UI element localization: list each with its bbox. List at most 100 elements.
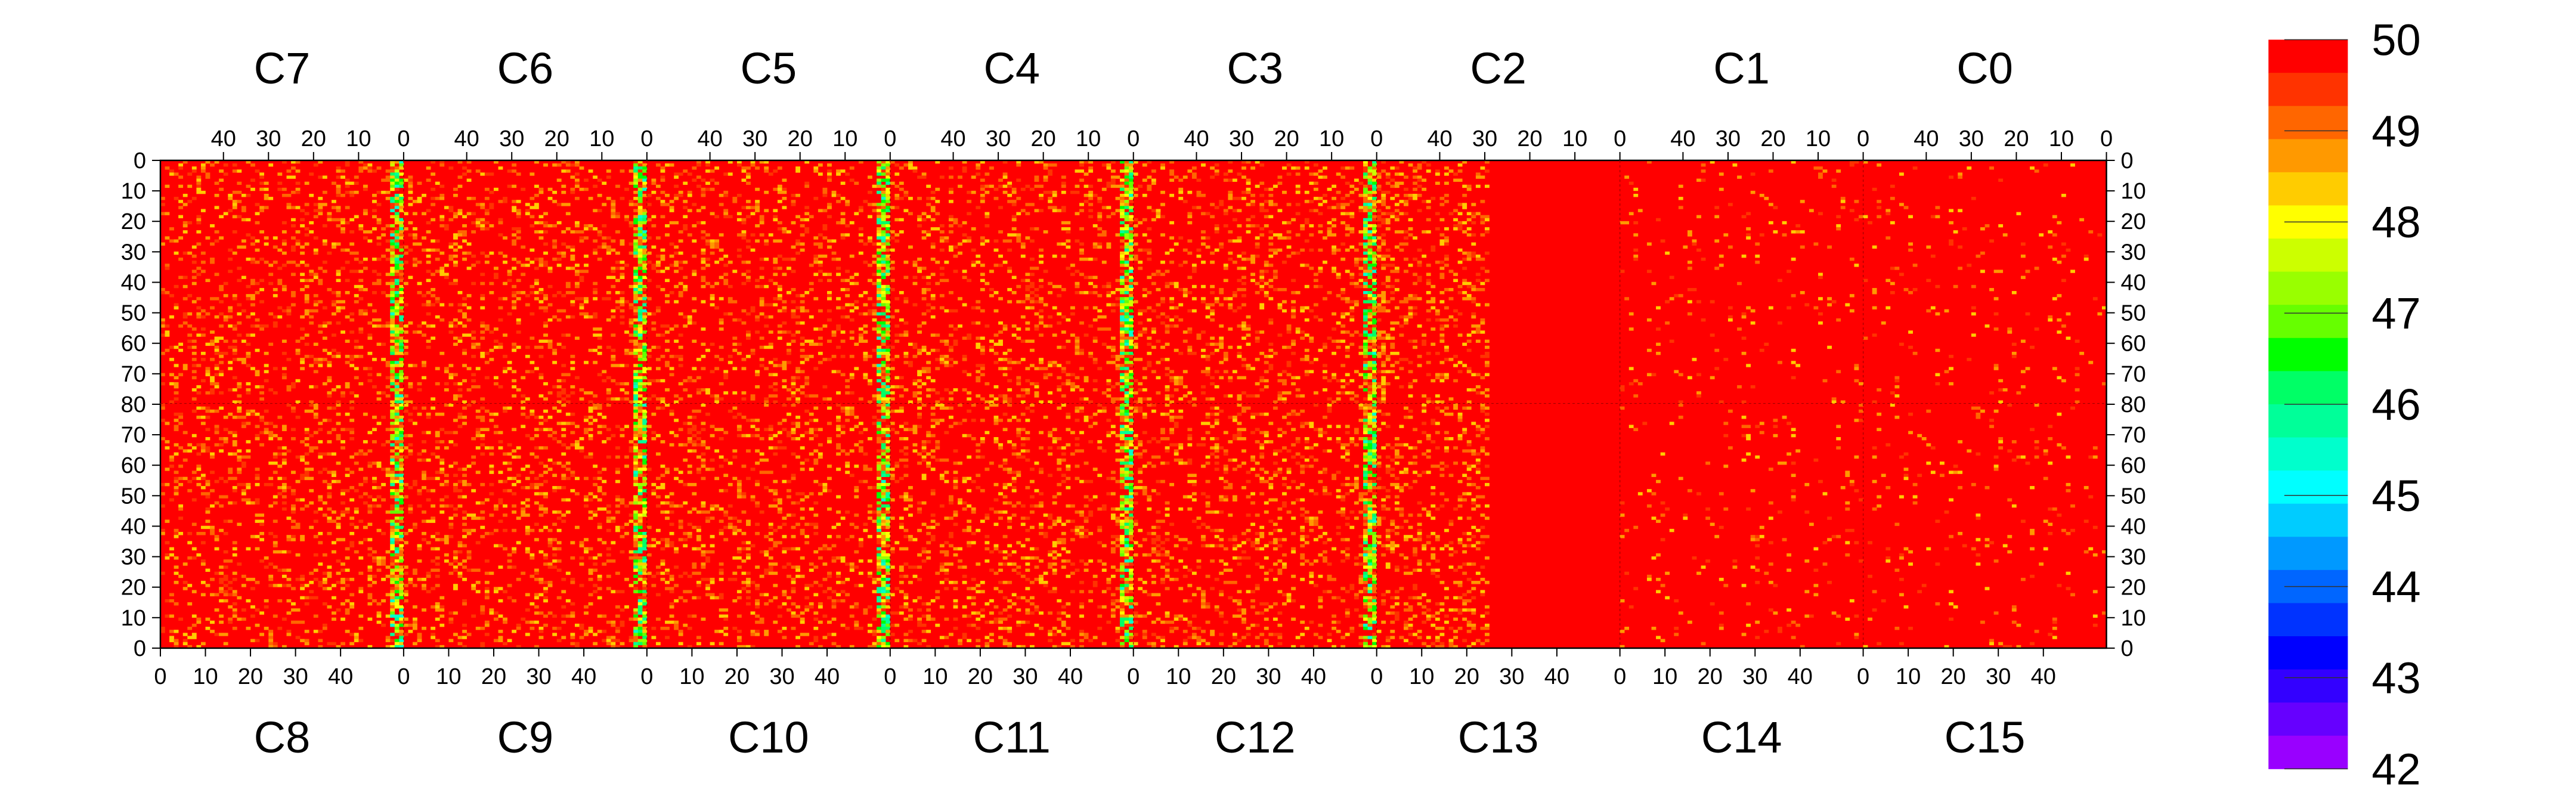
heatmap-cell bbox=[976, 172, 981, 176]
heatmap-cell bbox=[561, 230, 566, 234]
heatmap-cell bbox=[318, 197, 323, 200]
heatmap-cell bbox=[390, 309, 395, 312]
heatmap-cell bbox=[547, 391, 553, 395]
heatmap-cell bbox=[633, 218, 639, 222]
heatmap-cell bbox=[980, 309, 985, 312]
heatmap-cell bbox=[646, 203, 652, 206]
heatmap-cell bbox=[1052, 163, 1057, 167]
heatmap-cell bbox=[484, 327, 490, 331]
heatmap-cell bbox=[741, 391, 747, 395]
heatmap-cell bbox=[791, 221, 796, 225]
heatmap-cell bbox=[822, 209, 828, 212]
heatmap-cell bbox=[547, 303, 553, 306]
heatmap-cell bbox=[1129, 267, 1134, 270]
heatmap-cell bbox=[570, 190, 575, 194]
heatmap-cell bbox=[422, 376, 426, 380]
heatmap-cell bbox=[606, 397, 611, 401]
heatmap-cell bbox=[1408, 194, 1413, 197]
heatmap-cell bbox=[1241, 160, 1246, 164]
heatmap-cell bbox=[845, 287, 850, 292]
heatmap-cell bbox=[1156, 212, 1161, 215]
heatmap-cell bbox=[980, 160, 985, 164]
heatmap-cell bbox=[1264, 215, 1269, 219]
heatmap-cell bbox=[1219, 291, 1224, 295]
heatmap-cell bbox=[1124, 200, 1129, 203]
heatmap-cell bbox=[1309, 248, 1314, 252]
heatmap-cell bbox=[976, 206, 981, 209]
heatmap-cell bbox=[831, 251, 837, 255]
heatmap-cell bbox=[1178, 178, 1184, 182]
heatmap-cell bbox=[376, 236, 382, 240]
heatmap-cell bbox=[1039, 248, 1044, 252]
heatmap-cell bbox=[665, 278, 670, 283]
heatmap-cell bbox=[1106, 206, 1111, 209]
heatmap-cell bbox=[939, 355, 945, 358]
heatmap-cell bbox=[1079, 248, 1084, 252]
heatmap-cell bbox=[1363, 190, 1368, 194]
heatmap-cell bbox=[1282, 397, 1287, 401]
heatmap-cell bbox=[611, 355, 616, 358]
heatmap-cell bbox=[1376, 245, 1382, 249]
heatmap-cell bbox=[399, 397, 404, 401]
heatmap-cell bbox=[1295, 291, 1301, 295]
heatmap-cell bbox=[1327, 379, 1332, 383]
heatmap-cell bbox=[552, 239, 558, 243]
heatmap-cell bbox=[1016, 163, 1021, 167]
heatmap-cell bbox=[615, 291, 620, 295]
heatmap-cell bbox=[1246, 218, 1251, 222]
heatmap-cell bbox=[363, 258, 368, 261]
heatmap-cell bbox=[521, 187, 526, 191]
heatmap-cell bbox=[498, 345, 503, 349]
heatmap-cell bbox=[868, 400, 872, 404]
heatmap-cell bbox=[507, 312, 512, 316]
heatmap-cell bbox=[1241, 281, 1246, 286]
heatmap-cell bbox=[1147, 291, 1152, 295]
heatmap-cell bbox=[993, 361, 999, 364]
heatmap-cell bbox=[1372, 227, 1377, 231]
heatmap-cell bbox=[1385, 218, 1391, 222]
heatmap-cell bbox=[804, 358, 810, 361]
heatmap-cell bbox=[1282, 345, 1287, 349]
heatmap-cell bbox=[1367, 333, 1373, 337]
heatmap-cell bbox=[1156, 273, 1161, 276]
heatmap-cell bbox=[1124, 184, 1129, 188]
heatmap-cell bbox=[628, 351, 634, 355]
heatmap-cell bbox=[372, 258, 377, 261]
heatmap-cell bbox=[655, 284, 661, 289]
heatmap-cell bbox=[908, 212, 913, 215]
heatmap-cell bbox=[205, 391, 210, 395]
heatmap-cell bbox=[363, 212, 368, 215]
heatmap-cell bbox=[822, 236, 828, 240]
heatmap-cell bbox=[1372, 281, 1377, 286]
heatmap-cell bbox=[967, 239, 972, 243]
heatmap-cell bbox=[886, 236, 891, 240]
heatmap-cell bbox=[903, 163, 909, 167]
heatmap-cell bbox=[1413, 258, 1417, 261]
heatmap-cell bbox=[1413, 181, 1417, 185]
heatmap-cell bbox=[196, 273, 202, 276]
heatmap-cell bbox=[1079, 251, 1084, 255]
heatmap-cell bbox=[795, 239, 800, 243]
heatmap-cell bbox=[935, 348, 940, 352]
heatmap-cell bbox=[1016, 233, 1021, 237]
heatmap-cell bbox=[1039, 361, 1044, 364]
heatmap-cell bbox=[795, 169, 800, 173]
heatmap-cell bbox=[1016, 197, 1021, 200]
heatmap-cell bbox=[764, 160, 769, 164]
heatmap-cell bbox=[1011, 227, 1017, 231]
heatmap-cell bbox=[935, 391, 940, 395]
heatmap-cell bbox=[1120, 333, 1125, 337]
heatmap-cell bbox=[1187, 348, 1193, 352]
heatmap-cell bbox=[1363, 261, 1368, 264]
heatmap-cell bbox=[660, 324, 665, 328]
heatmap-cell bbox=[655, 197, 661, 200]
heatmap-cell bbox=[624, 364, 629, 367]
heatmap-cell bbox=[214, 339, 219, 343]
heatmap-cell bbox=[1309, 336, 1314, 340]
heatmap-cell bbox=[872, 348, 877, 352]
heatmap-cell bbox=[228, 324, 233, 328]
heatmap-cell bbox=[1363, 339, 1368, 343]
heatmap-cell bbox=[723, 172, 729, 176]
heatmap-cell bbox=[250, 258, 255, 261]
heatmap-cell bbox=[886, 273, 891, 276]
